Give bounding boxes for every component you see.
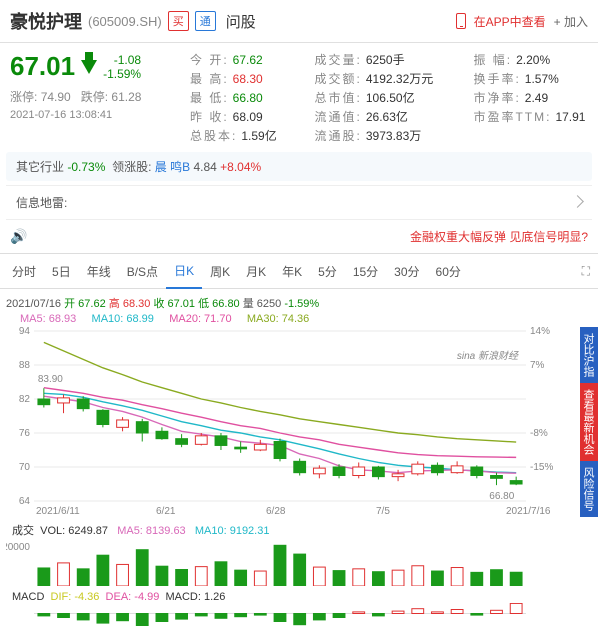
ma5-label: MA5: 68.93 — [20, 313, 76, 325]
info-high: 高 68.30 — [109, 298, 151, 310]
candlestick-chart[interactable]: 64 70 -15% 76 -8% 82 88 7% 94 14% sina 新浪财经 83.90 66… — [6, 327, 562, 517]
app-link[interactable]: 在APP中查看 — [474, 13, 546, 30]
up-limit-label: 涨停: — [10, 90, 37, 104]
industry-bar[interactable]: 其它行业 -0.73% 领涨股: 晨 鸣B 4.84 +8.04% — [6, 152, 592, 181]
svg-text:2021/6/11: 2021/6/11 — [36, 506, 80, 517]
svg-text:6/28: 6/28 — [266, 506, 286, 517]
side-tab[interactable]: 对比沪指 — [580, 327, 598, 383]
svg-text:66.80: 66.80 — [489, 491, 514, 502]
leader-price: 4.84 — [193, 160, 216, 174]
volume-legend: 成交 VOL: 6249.87 MA5: 8139.63 MA10: 9192.… — [6, 520, 592, 538]
tab-周K[interactable]: 周K — [202, 255, 238, 288]
info-open: 开 67.62 — [64, 298, 106, 310]
macd-legend: MACD DIF: -4.36 DEA: -4.99 MACD: 1.26 — [6, 589, 592, 603]
chart-area: 2021/07/16 开 67.62 高 68.30 收 67.01 低 66.… — [0, 289, 598, 636]
buy-button[interactable]: 买 — [168, 11, 189, 31]
info-mine-label: 信息地雷: — [16, 196, 67, 210]
macd-dif: DIF: -4.36 — [51, 591, 100, 603]
vol-ma5: MA5: 8139.63 — [117, 525, 186, 537]
promo-link[interactable]: 金融权重大幅反弹 见底信号明显? — [410, 230, 588, 244]
svg-text:94: 94 — [19, 327, 31, 337]
speaker-icon: 🔊 — [10, 228, 27, 245]
dn-limit-label: 跌停: — [81, 90, 108, 104]
tab-B/S点[interactable]: B/S点 — [119, 255, 166, 288]
svg-text:70: 70 — [19, 462, 31, 473]
svg-text:2021/7/16: 2021/7/16 — [506, 506, 551, 517]
quote-panel: 67.01 -1.08 -1.59% 涨停: 74.90 跌停: 61.28 2… — [0, 43, 598, 148]
quote-grid: 今 开:67.62成交量:6250手振 幅:2.20%最 高:68.30成交额:… — [190, 51, 588, 144]
ma10-label: MA10: 68.99 — [92, 313, 154, 325]
info-close: 收 67.01 — [153, 298, 195, 310]
tab-5分[interactable]: 5分 — [310, 255, 345, 288]
tab-日K[interactable]: 日K — [166, 254, 202, 289]
industry-chg: -0.73% — [67, 160, 105, 174]
header: 豪悦护理 (605009.SH) 买 通 问股 在APP中查看 + 加入 — [0, 0, 598, 43]
svg-text:6/21: 6/21 — [156, 506, 176, 517]
expand-icon[interactable]: ⛶ — [578, 260, 594, 283]
tab-60分[interactable]: 60分 — [428, 255, 469, 288]
period-tabs: 分时5日年线B/S点日K周K月K年K5分15分30分60分 ⛶ — [0, 253, 598, 289]
tong-button[interactable]: 通 — [195, 11, 216, 31]
vol-value: VOL: 6249.87 — [40, 525, 108, 537]
down-arrow-icon — [81, 60, 97, 74]
ohlc-info: 2021/07/16 开 67.62 高 68.30 收 67.01 低 66.… — [6, 293, 592, 313]
tab-15分[interactable]: 15分 — [345, 255, 386, 288]
svg-text:-8%: -8% — [530, 428, 548, 439]
info-vol: 量 6250 — [243, 298, 282, 310]
tab-30分[interactable]: 30分 — [386, 255, 427, 288]
wengu-link[interactable]: 问股 — [226, 11, 256, 32]
up-limit-value: 74.90 — [41, 90, 71, 104]
tab-年K[interactable]: 年K — [274, 255, 310, 288]
leader-stock[interactable]: 晨 鸣B — [155, 160, 190, 174]
ma30-label: MA30: 74.36 — [247, 313, 309, 325]
svg-text:88: 88 — [19, 360, 31, 371]
leader-label: 领涨股: — [112, 160, 151, 174]
add-button[interactable]: + 加入 — [554, 13, 588, 30]
svg-text:-15%: -15% — [530, 462, 553, 473]
industry-label: 其它行业 — [16, 160, 64, 174]
volume-chart[interactable]: 20000 — [6, 538, 562, 586]
macd-label: MACD — [12, 591, 44, 603]
side-tab[interactable]: 风险信号 — [580, 461, 598, 517]
macd-chart[interactable] — [6, 603, 562, 633]
tab-分时[interactable]: 分时 — [4, 255, 44, 288]
tab-5日[interactable]: 5日 — [44, 255, 79, 288]
vol-ma10: MA10: 9192.31 — [195, 525, 270, 537]
svg-text:14%: 14% — [530, 327, 550, 337]
tab-年线[interactable]: 年线 — [79, 255, 119, 288]
info-pct: -1.59% — [284, 298, 319, 310]
ma20-label: MA20: 71.70 — [169, 313, 231, 325]
svg-text:sina 新浪财经: sina 新浪财经 — [457, 350, 519, 362]
stock-name: 豪悦护理 — [10, 8, 82, 34]
info-date: 2021/07/16 — [6, 298, 61, 310]
tab-月K[interactable]: 月K — [238, 255, 274, 288]
macd-value: MACD: 1.26 — [165, 591, 225, 603]
dn-limit-value: 61.28 — [111, 90, 141, 104]
info-low: 低 66.80 — [198, 298, 240, 310]
svg-text:83.90: 83.90 — [38, 374, 63, 385]
price-change-pct: -1.59% — [103, 67, 141, 81]
side-tabs: 对比沪指查看最新机会风险信号 — [580, 327, 598, 517]
stock-code: (605009.SH) — [88, 14, 162, 29]
svg-text:82: 82 — [19, 394, 31, 405]
last-price: 67.01 — [10, 51, 75, 82]
ma-legend: MA5: 68.93 MA10: 68.99 MA20: 71.70 MA30:… — [6, 313, 592, 327]
phone-icon — [456, 13, 466, 29]
svg-text:7/5: 7/5 — [376, 506, 390, 517]
promo-row: 🔊 金融权重大幅反弹 见底信号明显? — [0, 220, 598, 253]
svg-text:20000: 20000 — [6, 542, 30, 553]
macd-dea: DEA: -4.99 — [106, 591, 160, 603]
info-mine-row[interactable]: 信息地雷: — [6, 185, 592, 220]
price-change: -1.08 — [103, 53, 141, 67]
side-tab[interactable]: 查看最新机会 — [580, 383, 598, 461]
svg-text:76: 76 — [19, 428, 31, 439]
timestamp: 2021-07-16 13:08:41 — [10, 109, 180, 121]
svg-text:7%: 7% — [530, 360, 545, 371]
leader-pct: +8.04% — [220, 160, 261, 174]
svg-text:64: 64 — [19, 496, 31, 507]
vol-label: 成交 — [12, 525, 34, 537]
